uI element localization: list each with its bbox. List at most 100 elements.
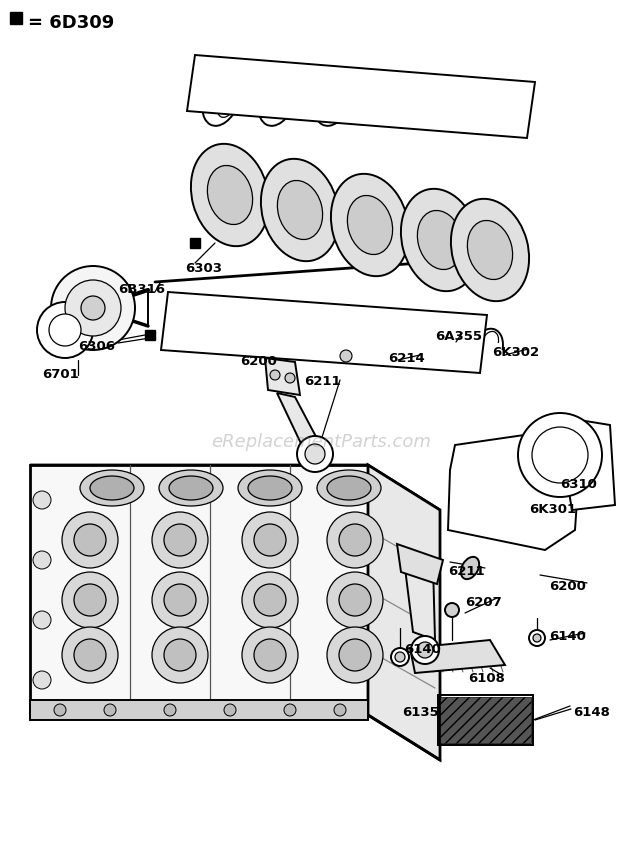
Circle shape	[62, 627, 118, 683]
Text: 6207: 6207	[465, 596, 502, 609]
Polygon shape	[30, 700, 368, 720]
Ellipse shape	[191, 144, 269, 246]
Ellipse shape	[461, 557, 479, 579]
Text: 6701: 6701	[42, 368, 79, 381]
Circle shape	[152, 512, 208, 568]
Ellipse shape	[327, 476, 371, 500]
Circle shape	[152, 627, 208, 683]
Circle shape	[285, 373, 295, 383]
Ellipse shape	[451, 199, 529, 301]
Text: 6148: 6148	[573, 706, 610, 719]
Circle shape	[395, 652, 405, 662]
Ellipse shape	[169, 476, 213, 500]
Circle shape	[74, 524, 106, 556]
Polygon shape	[410, 640, 505, 673]
Circle shape	[339, 524, 371, 556]
Circle shape	[33, 671, 51, 689]
Circle shape	[417, 642, 433, 658]
Circle shape	[518, 413, 602, 497]
Circle shape	[340, 350, 352, 362]
Circle shape	[37, 302, 93, 358]
Polygon shape	[161, 292, 487, 373]
Circle shape	[51, 266, 135, 350]
Circle shape	[334, 704, 346, 716]
Circle shape	[164, 524, 196, 556]
Circle shape	[33, 551, 51, 569]
Circle shape	[152, 572, 208, 628]
Circle shape	[164, 704, 176, 716]
Ellipse shape	[401, 189, 479, 292]
Text: 6200: 6200	[240, 355, 277, 368]
Circle shape	[533, 634, 541, 642]
Text: 6211: 6211	[304, 375, 341, 388]
Circle shape	[339, 639, 371, 671]
Polygon shape	[565, 418, 615, 510]
Circle shape	[327, 627, 383, 683]
Polygon shape	[265, 358, 300, 395]
Text: eReplacementParts.com: eReplacementParts.com	[211, 433, 431, 451]
Ellipse shape	[90, 476, 134, 500]
Circle shape	[339, 584, 371, 616]
Circle shape	[391, 648, 409, 666]
Text: 6A355: 6A355	[435, 330, 482, 343]
Text: 6303: 6303	[185, 262, 222, 275]
Bar	[438, 695, 533, 745]
Bar	[10, 12, 22, 24]
Polygon shape	[397, 544, 443, 584]
Circle shape	[224, 704, 236, 716]
Circle shape	[74, 584, 106, 616]
Circle shape	[411, 636, 439, 664]
Circle shape	[445, 603, 459, 617]
Text: 6200: 6200	[549, 580, 586, 593]
Circle shape	[49, 314, 81, 346]
Text: 6135: 6135	[402, 706, 438, 719]
Circle shape	[284, 704, 296, 716]
Ellipse shape	[317, 470, 381, 506]
Ellipse shape	[417, 211, 463, 269]
Circle shape	[65, 280, 121, 336]
Circle shape	[62, 572, 118, 628]
Bar	[190, 238, 200, 248]
Circle shape	[33, 491, 51, 509]
Ellipse shape	[467, 220, 512, 280]
Circle shape	[270, 370, 280, 380]
Text: 6108: 6108	[468, 672, 505, 685]
Circle shape	[242, 512, 298, 568]
Ellipse shape	[159, 470, 223, 506]
Text: 6B316: 6B316	[118, 283, 165, 296]
Circle shape	[327, 572, 383, 628]
Ellipse shape	[277, 180, 323, 240]
Circle shape	[297, 436, 333, 472]
Circle shape	[529, 630, 545, 646]
Circle shape	[327, 512, 383, 568]
Text: 6140: 6140	[404, 643, 441, 656]
Circle shape	[164, 639, 196, 671]
Text: 6140: 6140	[549, 630, 586, 643]
Polygon shape	[187, 55, 535, 138]
Circle shape	[254, 524, 286, 556]
Polygon shape	[368, 465, 440, 760]
Ellipse shape	[261, 159, 339, 261]
Ellipse shape	[331, 173, 409, 276]
Circle shape	[242, 572, 298, 628]
Circle shape	[242, 627, 298, 683]
Polygon shape	[403, 552, 435, 640]
Bar	[145, 330, 155, 340]
Polygon shape	[448, 432, 580, 550]
Ellipse shape	[238, 470, 302, 506]
Circle shape	[54, 704, 66, 716]
Circle shape	[305, 444, 325, 464]
Circle shape	[74, 639, 106, 671]
Circle shape	[81, 296, 105, 320]
Circle shape	[532, 427, 588, 483]
Text: 6310: 6310	[560, 478, 597, 491]
Circle shape	[164, 584, 196, 616]
Text: = 6D309: = 6D309	[28, 14, 114, 32]
Ellipse shape	[80, 470, 144, 506]
Text: 6K302: 6K302	[492, 346, 539, 359]
Text: 6211: 6211	[448, 565, 485, 578]
Polygon shape	[30, 465, 368, 715]
Circle shape	[33, 611, 51, 629]
Polygon shape	[440, 697, 531, 743]
Text: 6306: 6306	[78, 340, 115, 353]
